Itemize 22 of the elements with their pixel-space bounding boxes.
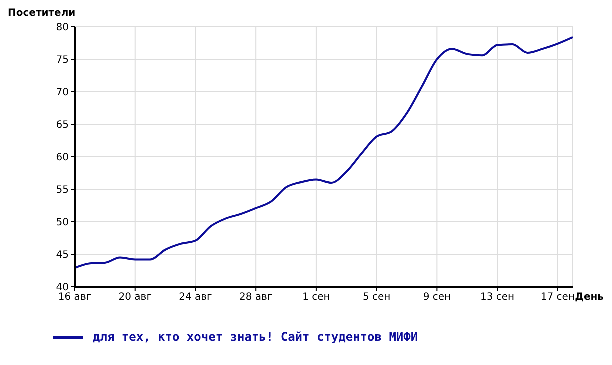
x-tick-label: 24 авг [179, 292, 212, 304]
y-tick-label: 80 [56, 22, 69, 34]
y-tick-label: 50 [56, 218, 69, 229]
x-tick-label: 9 сен [423, 292, 452, 304]
line-series [75, 36, 573, 270]
y-tick-label: 45 [56, 250, 69, 262]
x-tick-label: 20 авг [118, 292, 152, 304]
x-tick-label: 5 сен [362, 292, 391, 304]
y-tick-label: 40 [56, 282, 69, 294]
y-axis-title: Посетители [8, 8, 76, 19]
y-tick-label: 70 [56, 88, 69, 99]
y-tick-label: 65 [56, 120, 69, 132]
x-tick-label: 17 сен [540, 292, 575, 304]
y-tick-label: 60 [56, 152, 69, 164]
x-axis-title: День [575, 292, 604, 303]
x-tick-label: 1 сен [302, 292, 330, 304]
y-tick-label: 55 [56, 185, 69, 196]
x-tick-label: 28 авг [239, 292, 273, 304]
x-tick-label: 16 авг [58, 292, 92, 304]
x-tick-label: 13 сен [480, 292, 515, 304]
legend-label: для тех, кто хочет знать! Сайт студентов МИФИ [93, 330, 418, 344]
y-tick-label: 75 [56, 55, 69, 66]
